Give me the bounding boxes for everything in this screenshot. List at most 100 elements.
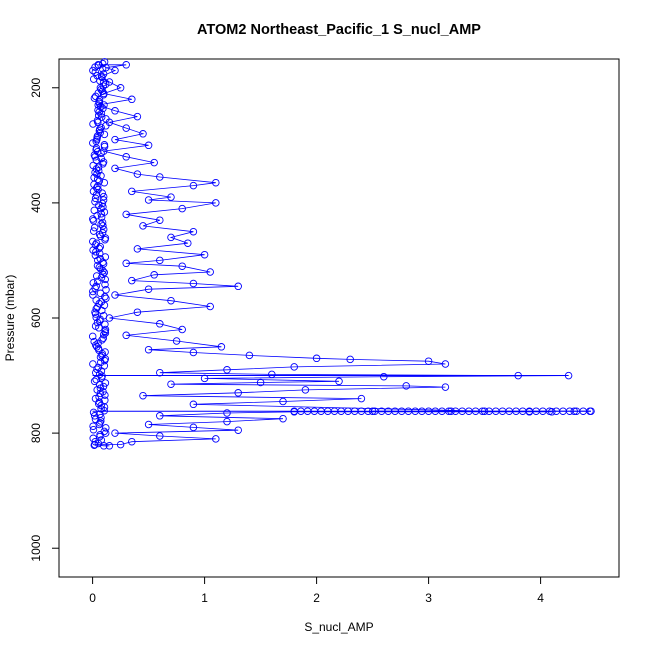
data-point	[91, 251, 100, 260]
y-tick-label: 200	[29, 77, 43, 97]
y-tick-label: 600	[29, 308, 43, 328]
data-point	[91, 168, 99, 177]
data-point	[105, 78, 114, 86]
data-point	[111, 429, 119, 437]
data-point	[94, 163, 103, 171]
data-point	[100, 178, 109, 187]
data-point	[97, 149, 105, 158]
data-point	[111, 291, 119, 299]
x-tick-label: 3	[425, 591, 432, 605]
data-point	[122, 331, 130, 340]
data-point	[178, 325, 186, 334]
data-point	[97, 210, 105, 218]
data-point	[89, 66, 97, 75]
data-point	[189, 279, 198, 288]
data-point	[122, 153, 130, 161]
data-point	[357, 394, 366, 403]
data-point	[256, 378, 265, 387]
data-point	[312, 354, 321, 363]
data-point	[380, 372, 388, 381]
data-point	[156, 173, 164, 181]
data-point	[133, 170, 142, 178]
data-point	[93, 182, 102, 190]
data-point	[402, 382, 410, 390]
data-point	[172, 337, 181, 345]
data-point	[144, 420, 153, 429]
data-point	[139, 391, 147, 400]
data-point	[94, 400, 103, 408]
data-point	[223, 409, 231, 417]
data-point	[111, 66, 119, 75]
data-point	[111, 135, 119, 144]
data-point	[128, 276, 136, 285]
data-point	[88, 332, 97, 341]
data-point	[178, 204, 186, 213]
data-point	[223, 417, 231, 426]
data-point	[189, 348, 198, 357]
data-point	[133, 308, 142, 316]
data-point	[234, 282, 242, 291]
data-point	[101, 379, 110, 387]
data-point	[90, 441, 99, 449]
data-point	[301, 386, 310, 394]
data-point	[95, 249, 104, 258]
data-point	[184, 239, 192, 247]
data-point	[97, 72, 106, 81]
data-point	[99, 192, 108, 201]
data-point	[150, 158, 158, 167]
data-point	[133, 245, 142, 253]
data-point	[98, 306, 106, 315]
data-point	[89, 291, 97, 299]
data-point	[102, 286, 110, 294]
data-point	[89, 227, 98, 235]
data-point	[91, 310, 100, 318]
data-point	[335, 377, 343, 386]
data-point	[101, 80, 110, 89]
data-point	[89, 139, 97, 147]
data-point	[101, 329, 110, 337]
data-point	[92, 272, 101, 280]
data-point	[150, 271, 158, 279]
data-point	[89, 425, 98, 434]
data-point	[99, 330, 108, 339]
data-point	[200, 250, 209, 259]
data-point	[189, 400, 198, 409]
data-point	[100, 130, 109, 139]
data-point	[91, 440, 99, 449]
data-point	[156, 432, 164, 440]
data-point	[101, 429, 110, 437]
data-point	[245, 351, 254, 360]
data-point	[105, 314, 114, 322]
data-point	[94, 277, 102, 285]
data-point	[94, 118, 102, 127]
data-point	[100, 403, 109, 411]
data-point	[96, 389, 105, 398]
data-point	[105, 442, 114, 450]
data-point	[101, 292, 109, 301]
data-point	[89, 216, 98, 225]
data-point	[90, 223, 99, 232]
data-point	[156, 216, 164, 224]
data-point	[97, 413, 105, 422]
data-point	[178, 262, 186, 270]
data-point	[92, 165, 101, 173]
data-point	[99, 334, 108, 342]
data-point	[101, 280, 109, 289]
data-point	[100, 89, 108, 98]
data-point	[128, 95, 136, 104]
data-point	[92, 191, 101, 199]
data-point	[94, 61, 102, 69]
data-point	[95, 177, 104, 185]
x-tick-label: 4	[537, 591, 544, 605]
data-point	[167, 380, 175, 388]
data-point	[167, 193, 175, 201]
data-point	[122, 124, 130, 132]
data-point	[116, 440, 125, 449]
data-layer	[88, 58, 595, 450]
data-point	[98, 189, 106, 197]
data-point	[98, 218, 107, 227]
data-point	[167, 233, 175, 242]
y-tick-label: 1000	[29, 535, 43, 562]
data-point	[93, 318, 102, 327]
